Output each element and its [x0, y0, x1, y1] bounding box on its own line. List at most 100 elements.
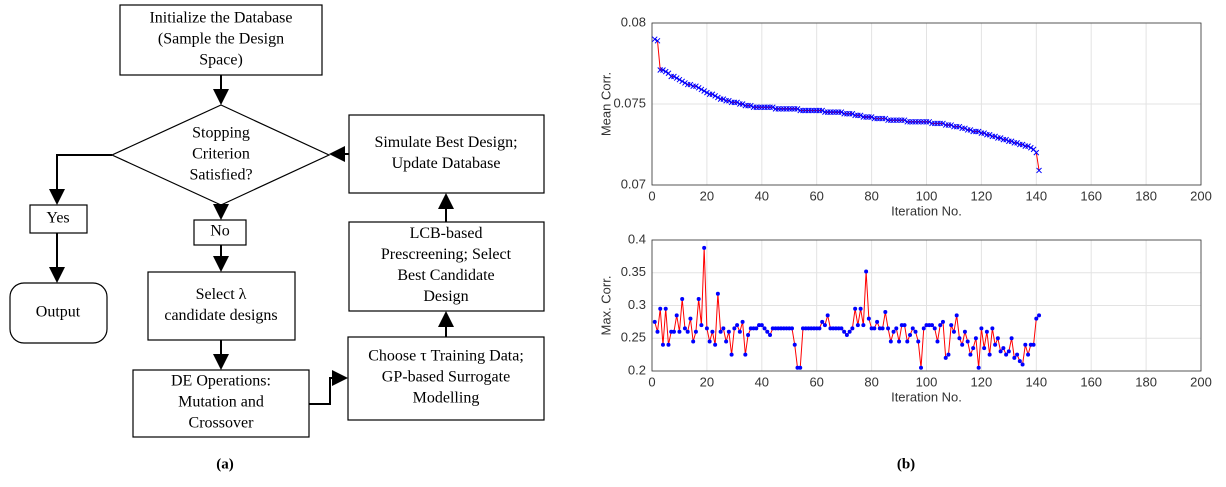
marker: [781, 326, 786, 331]
node-label: Initialize the Database: [149, 10, 292, 27]
marker: [956, 123, 963, 130]
marker: [773, 326, 778, 331]
marker: [748, 326, 753, 331]
marker: [695, 84, 702, 91]
node-label: Satisfied?: [189, 167, 252, 184]
y-tick-label: 0.08: [621, 14, 646, 29]
marker: [838, 109, 845, 115]
marker: [751, 326, 756, 331]
marker: [1033, 149, 1040, 156]
marker: [1003, 136, 1009, 143]
marker: [671, 73, 677, 80]
marker: [784, 326, 789, 331]
marker: [849, 110, 856, 117]
x-tick-label: 200: [1190, 374, 1212, 389]
x-tick-label: 160: [1080, 374, 1102, 389]
node-label: Criterion: [192, 146, 250, 163]
node-label: Prescreening; Select: [381, 246, 512, 263]
marker: [747, 102, 754, 109]
node-label: (Sample the Design: [158, 31, 284, 48]
marker: [1026, 352, 1031, 357]
marker: [652, 319, 657, 324]
node-label: Design: [423, 288, 468, 305]
marker: [940, 120, 946, 127]
marker: [932, 326, 937, 331]
marker: [814, 326, 819, 331]
marker: [820, 319, 825, 324]
x-tick-label: 140: [1025, 374, 1047, 389]
marker: [655, 329, 660, 334]
marker: [987, 352, 992, 357]
marker: [680, 296, 685, 301]
x-tick-label: 180: [1135, 374, 1157, 389]
x-tick-label: 0: [648, 188, 655, 203]
marker: [853, 306, 858, 311]
marker: [1001, 346, 1006, 351]
marker: [828, 326, 833, 331]
marker: [817, 326, 822, 331]
x-tick-label: 120: [971, 188, 993, 203]
node-label: Space): [199, 52, 243, 69]
x-tick-label: 20: [700, 188, 714, 203]
marker: [981, 130, 987, 137]
y-tick-label: 0.3: [628, 297, 646, 312]
marker: [671, 329, 676, 334]
marker: [798, 365, 803, 370]
marker: [872, 326, 877, 331]
marker: [962, 125, 968, 132]
marker: [836, 326, 841, 331]
marker: [946, 352, 951, 357]
marker: [940, 319, 945, 324]
marker: [976, 365, 981, 370]
marker: [968, 352, 973, 357]
marker: [880, 326, 885, 331]
marker: [698, 86, 705, 93]
x-axis-label: Iteration No.: [891, 203, 962, 218]
marker: [935, 339, 940, 344]
marker: [704, 326, 709, 331]
marker: [699, 323, 704, 328]
marker: [986, 131, 993, 138]
flowchart: [9, 4, 545, 438]
marker: [740, 319, 745, 324]
marker: [673, 75, 680, 81]
marker: [770, 326, 775, 331]
node-box: [348, 221, 545, 312]
x-tick-label: 40: [755, 374, 769, 389]
marker: [902, 323, 907, 328]
marker: [992, 133, 998, 140]
marker: [734, 99, 740, 106]
marker: [866, 316, 871, 321]
marker: [993, 342, 998, 347]
marker: [682, 80, 688, 86]
marker: [921, 326, 926, 331]
y-tick-label: 0.25: [621, 330, 646, 345]
marker: [676, 76, 683, 83]
y-tick-label: 0.4: [628, 231, 646, 246]
marker: [886, 326, 891, 331]
marker: [1015, 352, 1020, 357]
marker: [709, 91, 716, 98]
marker: [1008, 138, 1015, 145]
marker: [1014, 140, 1020, 146]
marker: [721, 326, 726, 331]
marker: [1034, 316, 1039, 321]
marker: [1028, 342, 1033, 347]
marker: [919, 365, 924, 370]
caption: (b): [897, 456, 915, 472]
marker: [674, 313, 679, 318]
marker: [850, 326, 855, 331]
marker: [1025, 143, 1031, 149]
marker: [660, 342, 665, 347]
y-axis-label: Max. Corr.: [598, 276, 613, 336]
node-label: Stopping: [192, 125, 250, 142]
x-tick-label: 180: [1135, 188, 1157, 203]
marker: [765, 329, 770, 334]
marker: [868, 114, 875, 120]
marker: [924, 323, 929, 328]
marker: [979, 326, 984, 331]
marker: [891, 329, 896, 334]
marker: [913, 329, 918, 334]
x-tick-label: 100: [916, 188, 938, 203]
marker: [693, 329, 698, 334]
